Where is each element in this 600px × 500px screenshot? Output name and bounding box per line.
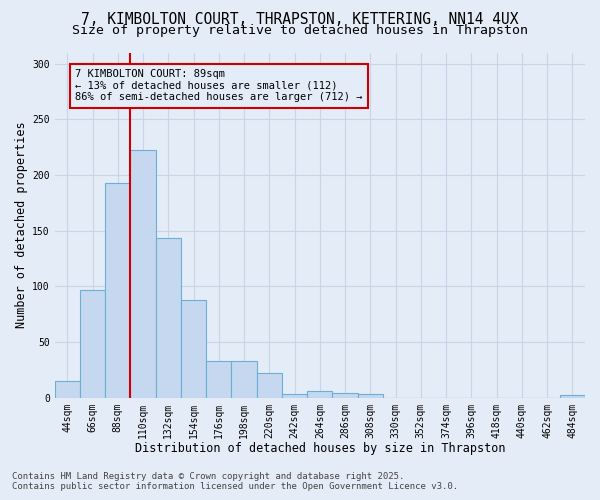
Bar: [105, 183, 130, 398]
Text: 7, KIMBOLTON COURT, THRAPSTON, KETTERING, NN14 4UX: 7, KIMBOLTON COURT, THRAPSTON, KETTERING…: [81, 12, 519, 26]
Bar: [155, 238, 181, 398]
Bar: [80, 290, 105, 398]
Text: Size of property relative to detached houses in Thrapston: Size of property relative to detached ho…: [72, 24, 528, 37]
Bar: [206, 361, 232, 398]
Y-axis label: Number of detached properties: Number of detached properties: [15, 122, 28, 328]
Bar: [332, 394, 358, 398]
Text: 7 KIMBOLTON COURT: 89sqm
← 13% of detached houses are smaller (112)
86% of semi-: 7 KIMBOLTON COURT: 89sqm ← 13% of detach…: [75, 69, 362, 102]
Bar: [282, 394, 307, 398]
Bar: [181, 300, 206, 398]
Text: Contains HM Land Registry data © Crown copyright and database right 2025.
Contai: Contains HM Land Registry data © Crown c…: [12, 472, 458, 491]
Bar: [307, 391, 332, 398]
Bar: [358, 394, 383, 398]
Bar: [560, 396, 585, 398]
Bar: [232, 361, 257, 398]
Bar: [55, 381, 80, 398]
Bar: [257, 373, 282, 398]
Bar: [130, 150, 155, 398]
X-axis label: Distribution of detached houses by size in Thrapston: Distribution of detached houses by size …: [134, 442, 505, 455]
